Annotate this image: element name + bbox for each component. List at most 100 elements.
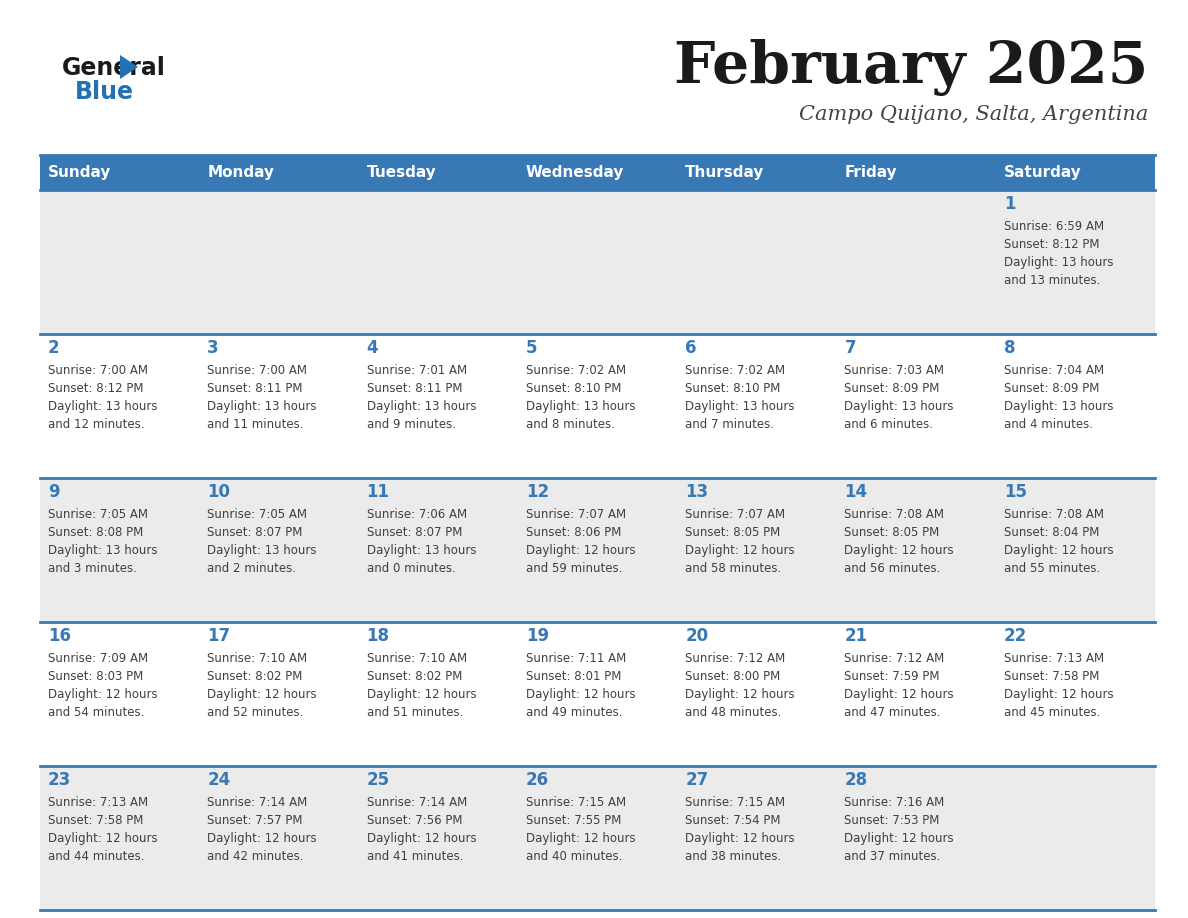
Bar [518,155,677,190]
Text: 28: 28 [845,771,867,789]
Bar [40,334,200,478]
Text: Sunrise: 7:05 AM
Sunset: 8:07 PM
Daylight: 13 hours
and 2 minutes.: Sunrise: 7:05 AM Sunset: 8:07 PM Dayligh… [207,508,317,575]
Text: 17: 17 [207,627,230,645]
Text: Sunday: Sunday [48,165,112,180]
Bar [200,622,359,766]
Bar [359,766,518,910]
Text: Monday: Monday [207,165,274,180]
Text: 20: 20 [685,627,708,645]
Bar [996,766,1155,910]
Text: Tuesday: Tuesday [367,165,436,180]
Text: Sunrise: 6:59 AM
Sunset: 8:12 PM
Daylight: 13 hours
and 13 minutes.: Sunrise: 6:59 AM Sunset: 8:12 PM Dayligh… [1004,220,1113,287]
Bar [359,334,518,478]
Text: Sunrise: 7:10 AM
Sunset: 8:02 PM
Daylight: 12 hours
and 51 minutes.: Sunrise: 7:10 AM Sunset: 8:02 PM Dayligh… [367,652,476,719]
Bar [836,622,996,766]
Bar [996,478,1155,622]
Bar [518,334,677,478]
Text: Sunrise: 7:01 AM
Sunset: 8:11 PM
Daylight: 13 hours
and 9 minutes.: Sunrise: 7:01 AM Sunset: 8:11 PM Dayligh… [367,364,476,431]
Text: Sunrise: 7:14 AM
Sunset: 7:56 PM
Daylight: 12 hours
and 41 minutes.: Sunrise: 7:14 AM Sunset: 7:56 PM Dayligh… [367,796,476,863]
Bar [677,334,836,478]
Bar [40,478,200,622]
Bar [40,622,200,766]
Text: Sunrise: 7:08 AM
Sunset: 8:04 PM
Daylight: 12 hours
and 55 minutes.: Sunrise: 7:08 AM Sunset: 8:04 PM Dayligh… [1004,508,1113,575]
Text: 21: 21 [845,627,867,645]
Text: 23: 23 [48,771,71,789]
Text: 18: 18 [367,627,390,645]
Text: Sunrise: 7:02 AM
Sunset: 8:10 PM
Daylight: 13 hours
and 7 minutes.: Sunrise: 7:02 AM Sunset: 8:10 PM Dayligh… [685,364,795,431]
Bar [518,190,677,334]
Bar [359,478,518,622]
Text: Sunrise: 7:11 AM
Sunset: 8:01 PM
Daylight: 12 hours
and 49 minutes.: Sunrise: 7:11 AM Sunset: 8:01 PM Dayligh… [526,652,636,719]
Bar [200,334,359,478]
Text: 1: 1 [1004,195,1016,213]
Text: Sunrise: 7:00 AM
Sunset: 8:12 PM
Daylight: 13 hours
and 12 minutes.: Sunrise: 7:00 AM Sunset: 8:12 PM Dayligh… [48,364,158,431]
Bar [677,190,836,334]
Text: 22: 22 [1004,627,1026,645]
Text: 10: 10 [207,483,230,501]
Bar [200,478,359,622]
Text: 7: 7 [845,339,857,357]
Text: Sunrise: 7:12 AM
Sunset: 8:00 PM
Daylight: 12 hours
and 48 minutes.: Sunrise: 7:12 AM Sunset: 8:00 PM Dayligh… [685,652,795,719]
Text: 4: 4 [367,339,378,357]
Text: Sunrise: 7:12 AM
Sunset: 7:59 PM
Daylight: 12 hours
and 47 minutes.: Sunrise: 7:12 AM Sunset: 7:59 PM Dayligh… [845,652,954,719]
Text: 5: 5 [526,339,537,357]
Text: Campo Quijano, Salta, Argentina: Campo Quijano, Salta, Argentina [798,106,1148,125]
Text: 15: 15 [1004,483,1026,501]
Text: Sunrise: 7:07 AM
Sunset: 8:05 PM
Daylight: 12 hours
and 58 minutes.: Sunrise: 7:07 AM Sunset: 8:05 PM Dayligh… [685,508,795,575]
Text: 11: 11 [367,483,390,501]
Text: Wednesday: Wednesday [526,165,624,180]
Bar [518,478,677,622]
Text: 12: 12 [526,483,549,501]
Bar [996,334,1155,478]
Bar [836,478,996,622]
Bar [996,155,1155,190]
Bar [200,155,359,190]
Text: Sunrise: 7:02 AM
Sunset: 8:10 PM
Daylight: 13 hours
and 8 minutes.: Sunrise: 7:02 AM Sunset: 8:10 PM Dayligh… [526,364,636,431]
Text: Sunrise: 7:04 AM
Sunset: 8:09 PM
Daylight: 13 hours
and 4 minutes.: Sunrise: 7:04 AM Sunset: 8:09 PM Dayligh… [1004,364,1113,431]
Text: Blue: Blue [75,80,134,104]
Polygon shape [120,55,138,79]
Bar [359,622,518,766]
Text: Sunrise: 7:15 AM
Sunset: 7:55 PM
Daylight: 12 hours
and 40 minutes.: Sunrise: 7:15 AM Sunset: 7:55 PM Dayligh… [526,796,636,863]
Bar [677,478,836,622]
Bar [836,190,996,334]
Text: 26: 26 [526,771,549,789]
Text: 6: 6 [685,339,696,357]
Bar [996,190,1155,334]
Text: Sunrise: 7:13 AM
Sunset: 7:58 PM
Daylight: 12 hours
and 44 minutes.: Sunrise: 7:13 AM Sunset: 7:58 PM Dayligh… [48,796,158,863]
Bar [200,190,359,334]
Text: 27: 27 [685,771,708,789]
Text: February 2025: February 2025 [674,39,1148,96]
Text: Sunrise: 7:00 AM
Sunset: 8:11 PM
Daylight: 13 hours
and 11 minutes.: Sunrise: 7:00 AM Sunset: 8:11 PM Dayligh… [207,364,317,431]
Bar [836,334,996,478]
Text: 16: 16 [48,627,71,645]
Text: Sunrise: 7:05 AM
Sunset: 8:08 PM
Daylight: 13 hours
and 3 minutes.: Sunrise: 7:05 AM Sunset: 8:08 PM Dayligh… [48,508,158,575]
Text: Sunrise: 7:15 AM
Sunset: 7:54 PM
Daylight: 12 hours
and 38 minutes.: Sunrise: 7:15 AM Sunset: 7:54 PM Dayligh… [685,796,795,863]
Text: 3: 3 [207,339,219,357]
Text: 24: 24 [207,771,230,789]
Bar [677,622,836,766]
Text: 13: 13 [685,483,708,501]
Text: Thursday: Thursday [685,165,765,180]
Text: Sunrise: 7:10 AM
Sunset: 8:02 PM
Daylight: 12 hours
and 52 minutes.: Sunrise: 7:10 AM Sunset: 8:02 PM Dayligh… [207,652,317,719]
Bar [677,766,836,910]
Text: 9: 9 [48,483,59,501]
Bar [359,155,518,190]
Text: Sunrise: 7:14 AM
Sunset: 7:57 PM
Daylight: 12 hours
and 42 minutes.: Sunrise: 7:14 AM Sunset: 7:57 PM Dayligh… [207,796,317,863]
Text: 19: 19 [526,627,549,645]
Bar [40,190,200,334]
Text: Friday: Friday [845,165,897,180]
Text: Sunrise: 7:06 AM
Sunset: 8:07 PM
Daylight: 13 hours
and 0 minutes.: Sunrise: 7:06 AM Sunset: 8:07 PM Dayligh… [367,508,476,575]
Text: Sunrise: 7:07 AM
Sunset: 8:06 PM
Daylight: 12 hours
and 59 minutes.: Sunrise: 7:07 AM Sunset: 8:06 PM Dayligh… [526,508,636,575]
Bar [836,766,996,910]
Text: Sunrise: 7:09 AM
Sunset: 8:03 PM
Daylight: 12 hours
and 54 minutes.: Sunrise: 7:09 AM Sunset: 8:03 PM Dayligh… [48,652,158,719]
Bar [518,622,677,766]
Text: Sunrise: 7:03 AM
Sunset: 8:09 PM
Daylight: 13 hours
and 6 minutes.: Sunrise: 7:03 AM Sunset: 8:09 PM Dayligh… [845,364,954,431]
Text: Saturday: Saturday [1004,165,1081,180]
Bar [200,766,359,910]
Text: Sunrise: 7:16 AM
Sunset: 7:53 PM
Daylight: 12 hours
and 37 minutes.: Sunrise: 7:16 AM Sunset: 7:53 PM Dayligh… [845,796,954,863]
Bar [40,766,200,910]
Text: 8: 8 [1004,339,1016,357]
Bar [40,155,200,190]
Bar [996,622,1155,766]
